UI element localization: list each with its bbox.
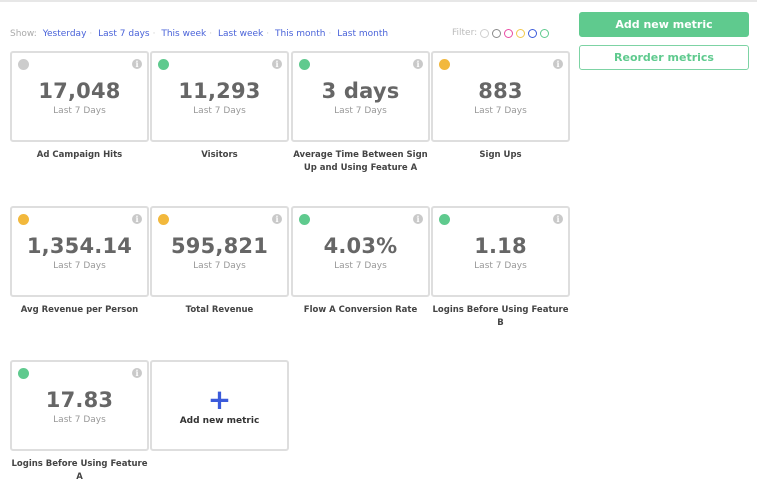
metric-card[interactable]: i 4.03% Last 7 Days (291, 206, 430, 297)
metric-label: Visitors (201, 150, 238, 160)
info-icon[interactable]: i (413, 59, 423, 69)
plus-icon: + (207, 383, 232, 416)
filter-blue[interactable] (528, 28, 538, 38)
metric-period: Last 7 Days (193, 261, 246, 271)
range-last-7-days[interactable]: Last 7 days (98, 29, 150, 39)
metric-label: Avg Revenue per Person (20, 305, 139, 315)
filter-pink[interactable] (504, 28, 514, 38)
metric-period: Last 7 Days (334, 261, 387, 271)
info-icon[interactable]: i (553, 214, 563, 224)
status-dot (299, 59, 310, 70)
filter-green[interactable] (540, 28, 550, 38)
info-icon[interactable]: i (413, 214, 423, 224)
status-dot (158, 59, 169, 70)
metric-period: Last 7 Days (193, 106, 246, 116)
metric-card[interactable]: i 883 Last 7 Days (431, 51, 570, 142)
range-separator: · (266, 29, 270, 39)
metric-label: Flow A Conversion Rate (303, 305, 418, 315)
metric-value: 1,354.14 (26, 234, 133, 258)
metric-period: Last 7 Days (474, 106, 527, 116)
range-last-week[interactable]: Last week (218, 29, 264, 39)
range-last-month[interactable]: Last month (337, 29, 389, 39)
filter-gray-dark[interactable] (492, 28, 502, 38)
range-this-month[interactable]: This month (275, 29, 326, 39)
range-separator: · (89, 29, 93, 39)
metric-card[interactable]: i 1.18 Last 7 Days (431, 206, 570, 297)
metric-value: 595,821 (170, 234, 269, 258)
top-divider (0, 0, 757, 2)
metric-card[interactable]: i 1,354.14 Last 7 Days (10, 206, 149, 297)
range-separator: · (152, 29, 156, 39)
metric-value: 3 days (321, 79, 400, 103)
metric-value: 11,293 (178, 79, 261, 103)
metric-value: 17.83 (45, 388, 114, 412)
add-metric-card[interactable]: + Add new metric (150, 360, 289, 451)
info-icon[interactable]: i (553, 59, 563, 69)
metric-label: Logins Before Using Feature A (11, 459, 148, 482)
metric-value: 883 (478, 79, 523, 103)
status-dot (18, 214, 29, 225)
metric-value: 1.18 (474, 234, 527, 258)
filter-gray-light[interactable] (480, 28, 490, 38)
metric-label: Ad Campaign Hits (36, 150, 123, 160)
metric-label: Logins Before Using Feature B (432, 305, 569, 328)
info-icon[interactable]: i (132, 368, 142, 378)
status-dot (158, 214, 169, 225)
status-dot (439, 214, 450, 225)
add-metric-label: Add new metric (179, 416, 260, 426)
info-icon[interactable]: i (272, 214, 282, 224)
metric-label: Total Revenue (185, 305, 254, 315)
metric-value: 17,048 (38, 79, 121, 103)
metric-period: Last 7 Days (474, 261, 527, 271)
filter-label: Filter: (452, 28, 478, 38)
metric-card[interactable]: i 17,048 Last 7 Days (10, 51, 149, 142)
metric-card[interactable]: i 17.83 Last 7 Days (10, 360, 149, 451)
status-dot (439, 59, 450, 70)
show-label: Show: (10, 29, 37, 39)
filter-yellow[interactable] (516, 28, 526, 38)
range-separator: · (209, 29, 213, 39)
info-icon[interactable]: i (132, 59, 142, 69)
status-dot (299, 214, 310, 225)
info-icon[interactable]: i (272, 59, 282, 69)
add-new-metric-button[interactable]: Add new metric (579, 12, 749, 37)
time-range-selector: Show: Yesterday · Last 7 days · This week ·… (10, 29, 391, 39)
range-separator: · (328, 29, 332, 39)
range-yesterday[interactable]: Yesterday (42, 29, 87, 39)
metric-label: Average Time Between Sign Up and Using F… (293, 150, 428, 173)
metric-value: 4.03% (323, 234, 398, 258)
reorder-metrics-button[interactable]: Reorder metrics (579, 45, 749, 70)
metric-card[interactable]: i 11,293 Last 7 Days (150, 51, 289, 142)
metric-period: Last 7 Days (53, 261, 106, 271)
metric-period: Last 7 Days (53, 106, 106, 116)
metric-period: Last 7 Days (53, 415, 106, 425)
metric-period: Last 7 Days (334, 106, 387, 116)
status-dot (18, 368, 29, 379)
metric-card[interactable]: i 3 days Last 7 Days (291, 51, 430, 142)
range-this-week[interactable]: This week (161, 29, 207, 39)
metric-label: Sign Ups (479, 150, 522, 160)
color-filter: Filter: (452, 28, 550, 38)
status-dot (18, 59, 29, 70)
info-icon[interactable]: i (132, 214, 142, 224)
metric-card[interactable]: i 595,821 Last 7 Days (150, 206, 289, 297)
